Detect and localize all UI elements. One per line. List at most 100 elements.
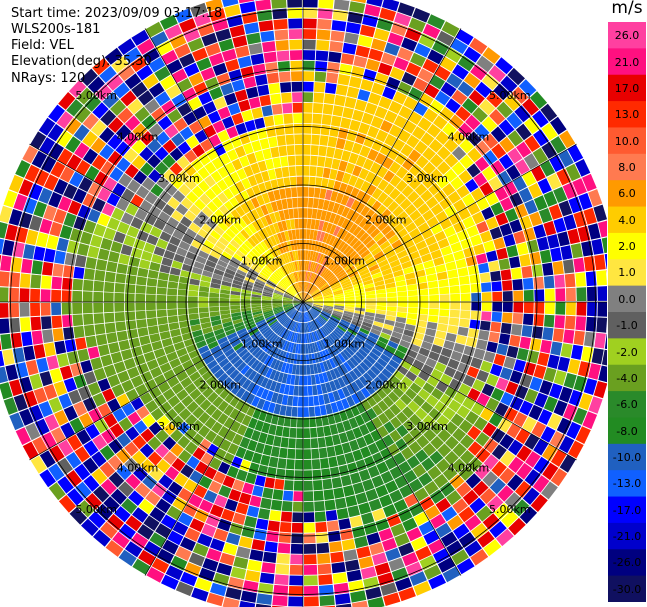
radar-gate <box>320 254 327 265</box>
radar-gate <box>316 542 330 554</box>
radar-gate <box>296 417 303 428</box>
radar-gate <box>568 196 583 214</box>
radar-gate <box>326 274 335 282</box>
radar-gate <box>528 182 543 199</box>
radar-gate <box>324 257 332 267</box>
radar-gate <box>279 383 286 394</box>
radar-gate <box>397 296 408 302</box>
radar-gate <box>366 302 376 306</box>
radar-gate <box>283 304 293 308</box>
radar-gate <box>295 311 300 322</box>
radar-gate <box>158 272 169 281</box>
radar-gate <box>91 468 108 485</box>
radar-gate <box>142 474 158 490</box>
radar-gate <box>144 191 158 205</box>
radar-gate <box>149 466 164 482</box>
radar-gate <box>381 368 393 379</box>
radar-gate <box>368 332 380 340</box>
radar-gate <box>181 263 193 272</box>
radar-gate <box>336 508 349 520</box>
radar-gate <box>74 106 91 124</box>
radar-gate <box>371 324 383 332</box>
radar-gate <box>430 203 444 216</box>
radar-gate <box>434 230 447 242</box>
radar-gate <box>500 269 512 281</box>
radar-gate <box>303 60 315 71</box>
radar-gate <box>146 359 159 371</box>
radar-gate <box>439 294 450 302</box>
radar-gate <box>222 321 233 328</box>
radar-gate <box>316 317 324 326</box>
radar-gate <box>265 379 273 390</box>
radar-gate <box>276 312 286 319</box>
radar-gate <box>294 332 299 343</box>
radar-gate <box>394 152 408 166</box>
radar-gate <box>56 111 74 129</box>
radar-gate <box>292 261 297 272</box>
radar-gate <box>320 327 328 337</box>
radar-gate <box>292 343 297 354</box>
radar-gate <box>295 302 303 309</box>
radar-gate <box>294 311 300 321</box>
azimuth-spoke <box>302 301 577 461</box>
radar-gate <box>178 282 189 290</box>
radar-gate <box>351 142 363 155</box>
radar-gate <box>377 179 389 191</box>
colorbar-segment <box>608 496 646 524</box>
radar-gate <box>563 403 578 421</box>
radar-gate <box>365 338 376 348</box>
radar-gate <box>260 216 269 227</box>
radar-gate <box>350 381 360 393</box>
radar-gate <box>314 276 321 285</box>
radar-gate <box>226 332 238 340</box>
radar-gate <box>219 297 230 302</box>
radar-gate <box>413 215 426 227</box>
radar-gate <box>261 269 271 278</box>
radar-gate <box>287 342 293 352</box>
radar-gate <box>586 286 597 301</box>
radar-gate <box>178 314 189 322</box>
radar-gate <box>505 381 519 396</box>
radar-gate <box>352 449 364 462</box>
radar-gate <box>344 96 357 109</box>
radar-gate <box>104 322 116 334</box>
radar-gate <box>601 237 607 254</box>
range-ring-label: 4.00km <box>448 131 490 144</box>
radar-gate <box>552 261 564 275</box>
radar-gate <box>371 416 383 429</box>
radar-gate <box>225 328 236 336</box>
radar-gate <box>508 456 524 473</box>
radar-gate <box>326 520 340 532</box>
radar-gate <box>359 327 370 335</box>
radar-gate <box>300 302 303 312</box>
radar-gate <box>343 549 358 561</box>
radar-gate <box>169 162 183 176</box>
radar-gate <box>338 464 350 477</box>
radar-gate <box>292 92 303 103</box>
radar-gate <box>58 196 72 212</box>
radar-gate <box>334 238 343 249</box>
radar-gate <box>604 253 607 269</box>
radar-gate <box>495 57 513 75</box>
radar-gate <box>496 101 513 119</box>
radar-gate <box>373 216 384 228</box>
radar-gate <box>587 302 597 317</box>
radar-gate <box>418 472 433 487</box>
radar-gate <box>362 479 375 492</box>
radar-gate <box>384 110 398 124</box>
radar-gate <box>311 134 320 145</box>
radar-gate <box>305 271 308 282</box>
radar-gate <box>193 484 208 499</box>
radar-gate <box>171 93 187 108</box>
radar-gate <box>67 351 80 365</box>
radar-gate <box>134 208 148 221</box>
radar-gate <box>194 577 212 592</box>
radar-gate <box>442 183 456 197</box>
radar-gate <box>272 304 283 307</box>
radar-gate <box>442 407 456 421</box>
radar-gate <box>486 250 498 262</box>
radar-gate <box>582 411 598 430</box>
radar-gate <box>24 164 40 183</box>
radar-gate <box>604 333 607 350</box>
radar-gate <box>227 351 238 362</box>
